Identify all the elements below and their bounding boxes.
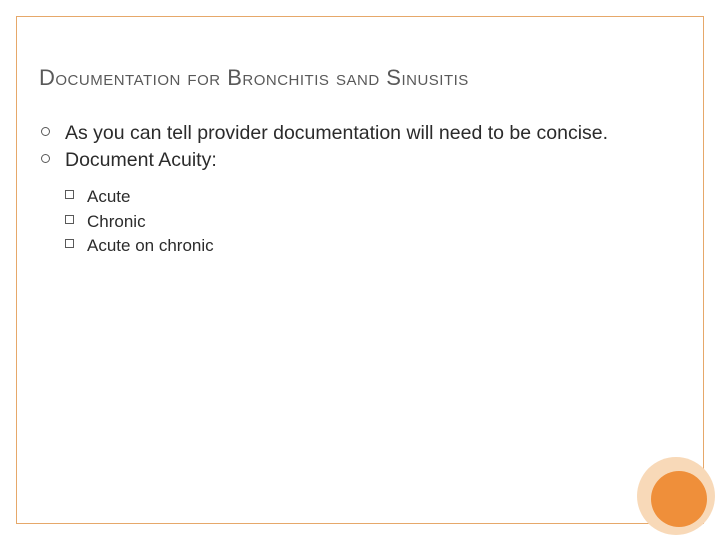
sub-bullet-text: Acute on chronic <box>87 236 214 255</box>
slide-title: Documentation for Bronchitis sand Sinusi… <box>39 65 681 91</box>
sub-bullet-text: Acute <box>87 187 130 206</box>
slide-content: As you can tell provider documentation w… <box>39 121 681 259</box>
bullet-item: Document Acuity: <box>39 148 681 173</box>
bullet-text: As you can tell provider documentation w… <box>65 122 608 144</box>
sub-bullet-list: Acute Chronic Acute on chronic <box>65 185 681 259</box>
square-bullet-icon <box>65 239 74 248</box>
sub-bullet-item: Acute <box>65 185 681 210</box>
circle-bullet-icon <box>41 154 50 163</box>
square-bullet-icon <box>65 190 74 199</box>
sub-bullet-item: Acute on chronic <box>65 234 681 259</box>
slide-frame: Documentation for Bronchitis sand Sinusi… <box>16 16 704 524</box>
bullet-list: As you can tell provider documentation w… <box>39 121 681 173</box>
sub-bullet-text: Chronic <box>87 212 146 231</box>
bullet-item: As you can tell provider documentation w… <box>39 121 681 146</box>
square-bullet-icon <box>65 215 74 224</box>
bullet-text: Document Acuity: <box>65 149 217 171</box>
decorative-circle-inner <box>651 471 707 527</box>
circle-bullet-icon <box>41 127 50 136</box>
sub-bullet-item: Chronic <box>65 210 681 235</box>
